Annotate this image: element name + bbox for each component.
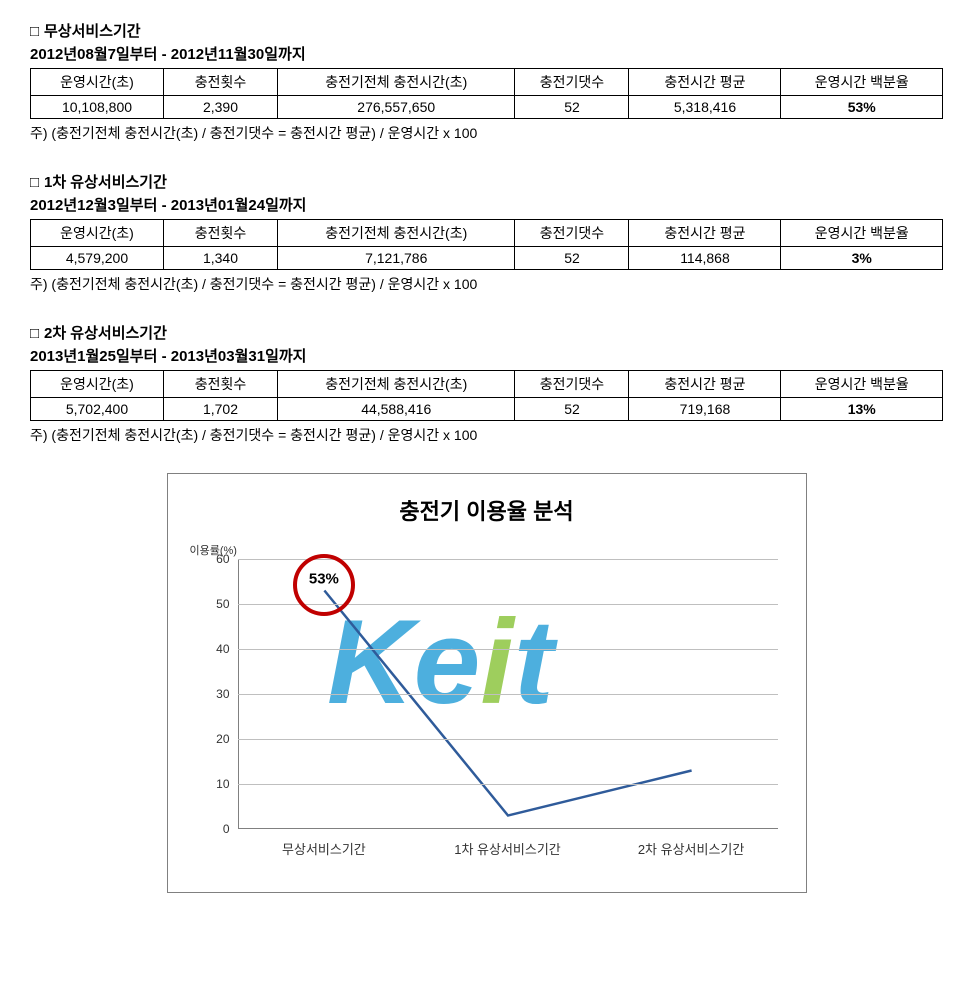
chart-ytick: 0 bbox=[223, 822, 238, 836]
table-cell: 53% bbox=[781, 96, 943, 119]
table-header-cell: 충전기댓수 bbox=[515, 371, 629, 398]
section-title-text: 2차 유상서비스기간 bbox=[44, 325, 167, 342]
table-header-cell: 충전기전체 충전시간(초) bbox=[277, 69, 515, 96]
table-header-cell: 운영시간(초) bbox=[31, 371, 164, 398]
chart-gridline bbox=[238, 694, 778, 695]
table-header-cell: 운영시간(초) bbox=[31, 69, 164, 96]
table-header-cell: 충전횟수 bbox=[163, 371, 277, 398]
section-title-text: 1차 유상서비스기간 bbox=[44, 174, 167, 191]
section-1: □ 1차 유상서비스기간2012년12월3일부터 - 2013년01월24일까지… bbox=[30, 171, 943, 294]
table-cell: 4,579,200 bbox=[31, 247, 164, 270]
table-header-cell: 충전시간 평균 bbox=[629, 220, 781, 247]
bullet-icon: □ bbox=[30, 174, 44, 191]
section-note: 주) (충전기전체 충전시간(초) / 충전기댓수 = 충전시간 평균) / 운… bbox=[30, 123, 943, 143]
section-dates: 2012년08월7일부터 - 2012년11월30일까지 bbox=[30, 43, 943, 64]
section-0: □ 무상서비스기간2012년08월7일부터 - 2012년11월30일까지운영시… bbox=[30, 20, 943, 143]
table-header-cell: 충전기댓수 bbox=[515, 69, 629, 96]
sections-container: □ 무상서비스기간2012년08월7일부터 - 2012년11월30일까지운영시… bbox=[30, 20, 943, 445]
table-row: 5,702,4001,70244,588,41652719,16813% bbox=[31, 398, 943, 421]
chart-ytick: 50 bbox=[216, 597, 237, 611]
table-cell: 44,588,416 bbox=[277, 398, 515, 421]
data-table: 운영시간(초)충전횟수충전기전체 충전시간(초)충전기댓수충전시간 평균운영시간… bbox=[30, 219, 943, 270]
section-title-text: 무상서비스기간 bbox=[44, 23, 141, 40]
table-cell: 3% bbox=[781, 247, 943, 270]
table-cell: 276,557,650 bbox=[277, 96, 515, 119]
table-header-cell: 충전횟수 bbox=[163, 69, 277, 96]
data-table: 운영시간(초)충전횟수충전기전체 충전시간(초)충전기댓수충전시간 평균운영시간… bbox=[30, 370, 943, 421]
table-header-row: 운영시간(초)충전횟수충전기전체 충전시간(초)충전기댓수충전시간 평균운영시간… bbox=[31, 220, 943, 247]
table-header-row: 운영시간(초)충전횟수충전기전체 충전시간(초)충전기댓수충전시간 평균운영시간… bbox=[31, 371, 943, 398]
chart-plot-area: 0102030405060무상서비스기간1차 유상서비스기간2차 유상서비스기간… bbox=[238, 559, 778, 829]
chart-gridline bbox=[238, 784, 778, 785]
chart-ytick: 10 bbox=[216, 777, 237, 791]
chart-line bbox=[324, 591, 691, 816]
table-cell: 52 bbox=[515, 96, 629, 119]
table-header-cell: 충전시간 평균 bbox=[629, 371, 781, 398]
chart-xtick: 2차 유상서비스기간 bbox=[638, 829, 745, 858]
table-cell: 7,121,786 bbox=[277, 247, 515, 270]
chart-gridline bbox=[238, 649, 778, 650]
section-note: 주) (충전기전체 충전시간(초) / 충전기댓수 = 충전시간 평균) / 운… bbox=[30, 274, 943, 294]
table-cell: 1,702 bbox=[163, 398, 277, 421]
table-cell: 52 bbox=[515, 247, 629, 270]
section-dates: 2013년1월25일부터 - 2013년03월31일까지 bbox=[30, 345, 943, 366]
table-cell: 10,108,800 bbox=[31, 96, 164, 119]
chart-gridline bbox=[238, 739, 778, 740]
table-header-cell: 운영시간 백분율 bbox=[781, 371, 943, 398]
chart-ytick: 60 bbox=[216, 552, 237, 566]
table-cell: 2,390 bbox=[163, 96, 277, 119]
section-2: □ 2차 유상서비스기간2013년1월25일부터 - 2013년03월31일까지… bbox=[30, 322, 943, 445]
chart-highlight-circle bbox=[293, 554, 355, 616]
table-header-cell: 충전시간 평균 bbox=[629, 69, 781, 96]
section-dates: 2012년12월3일부터 - 2013년01월24일까지 bbox=[30, 194, 943, 215]
table-header-cell: 충전기전체 충전시간(초) bbox=[277, 371, 515, 398]
table-header-cell: 충전기댓수 bbox=[515, 220, 629, 247]
table-cell: 52 bbox=[515, 398, 629, 421]
bullet-icon: □ bbox=[30, 23, 44, 40]
section-title: □ 2차 유상서비스기간 bbox=[30, 322, 943, 343]
section-title: □ 1차 유상서비스기간 bbox=[30, 171, 943, 192]
table-cell: 5,702,400 bbox=[31, 398, 164, 421]
chart-ytick: 40 bbox=[216, 642, 237, 656]
chart-ytick: 30 bbox=[216, 687, 237, 701]
section-title: □ 무상서비스기간 bbox=[30, 20, 943, 41]
chart-container: Keit 충전기 이용율 분석 이용률(%) 0102030405060무상서비… bbox=[167, 473, 807, 893]
table-header-cell: 충전횟수 bbox=[163, 220, 277, 247]
chart-ytick: 20 bbox=[216, 732, 237, 746]
table-cell: 719,168 bbox=[629, 398, 781, 421]
table-header-cell: 충전기전체 충전시간(초) bbox=[277, 220, 515, 247]
section-note: 주) (충전기전체 충전시간(초) / 충전기댓수 = 충전시간 평균) / 운… bbox=[30, 425, 943, 445]
table-cell: 114,868 bbox=[629, 247, 781, 270]
chart-xtick: 무상서비스기간 bbox=[282, 829, 366, 858]
table-row: 10,108,8002,390276,557,650525,318,41653% bbox=[31, 96, 943, 119]
chart-title: 충전기 이용율 분석 bbox=[168, 494, 806, 526]
data-table: 운영시간(초)충전횟수충전기전체 충전시간(초)충전기댓수충전시간 평균운영시간… bbox=[30, 68, 943, 119]
table-header-cell: 운영시간 백분율 bbox=[781, 220, 943, 247]
table-cell: 13% bbox=[781, 398, 943, 421]
table-header-row: 운영시간(초)충전횟수충전기전체 충전시간(초)충전기댓수충전시간 평균운영시간… bbox=[31, 69, 943, 96]
chart-xtick: 1차 유상서비스기간 bbox=[454, 829, 561, 858]
table-cell: 1,340 bbox=[163, 247, 277, 270]
bullet-icon: □ bbox=[30, 325, 44, 342]
table-row: 4,579,2001,3407,121,78652114,8683% bbox=[31, 247, 943, 270]
table-header-cell: 운영시간(초) bbox=[31, 220, 164, 247]
table-cell: 5,318,416 bbox=[629, 96, 781, 119]
table-header-cell: 운영시간 백분율 bbox=[781, 69, 943, 96]
